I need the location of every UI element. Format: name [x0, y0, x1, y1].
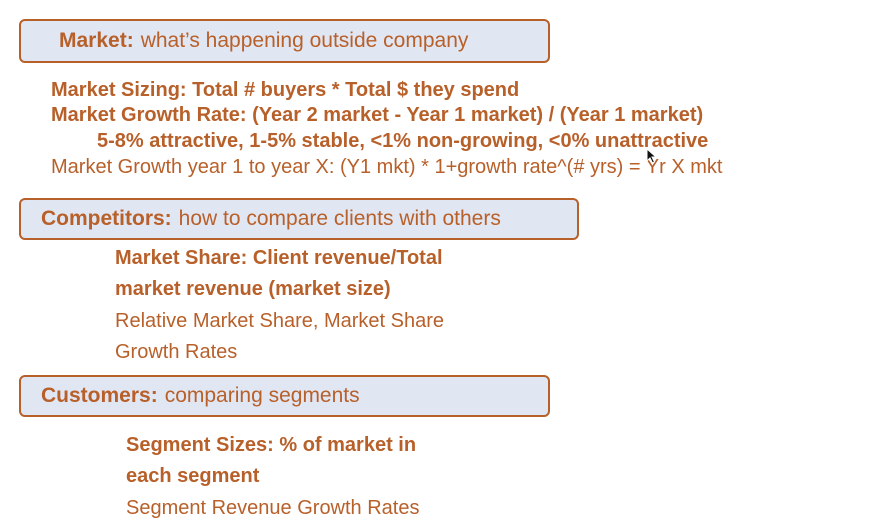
customers-heading-box: Customers: comparing segments [19, 375, 550, 417]
segment-revenue-growth-text: Segment Revenue Growth Rates [126, 497, 420, 519]
customers-heading-title: Customers: [41, 384, 158, 407]
market-share-text-line1: Market Share: Client revenue/Total [115, 247, 443, 269]
market-growth-rate-text: Market Growth Rate: (Year 2 market - Yea… [51, 104, 704, 126]
market-sizing-text: Market Sizing: Total # buyers * Total $ … [51, 79, 520, 101]
segment-sizes-text-line1: Segment Sizes: % of market in [126, 434, 417, 456]
market-heading-title: Market: [59, 29, 134, 52]
mouse-pointer-icon [646, 148, 658, 164]
competitors-heading-description: how to compare clients with others [178, 207, 501, 230]
market-growth-formula-text: Market Growth year 1 to year X: (Y1 mkt)… [51, 156, 723, 178]
market-share-text-line2: market revenue (market size) [115, 278, 391, 300]
competitors-heading-box: Competitors: how to compare clients with… [19, 198, 579, 240]
relative-market-share-text-line1: Relative Market Share, Market Share [115, 310, 445, 332]
market-growth-scale-text: 5-8% attractive, 1-5% stable, <1% non-gr… [97, 130, 709, 152]
segment-sizes-text-line2: each segment [126, 465, 260, 487]
competitors-heading-title: Competitors: [41, 207, 172, 230]
customers-heading-description: comparing segments [164, 384, 360, 407]
market-heading-description: what’s happening outside company [140, 29, 469, 52]
market-heading-box: Market: what’s happening outside company [19, 19, 550, 63]
relative-market-share-text-line2: Growth Rates [115, 341, 238, 363]
